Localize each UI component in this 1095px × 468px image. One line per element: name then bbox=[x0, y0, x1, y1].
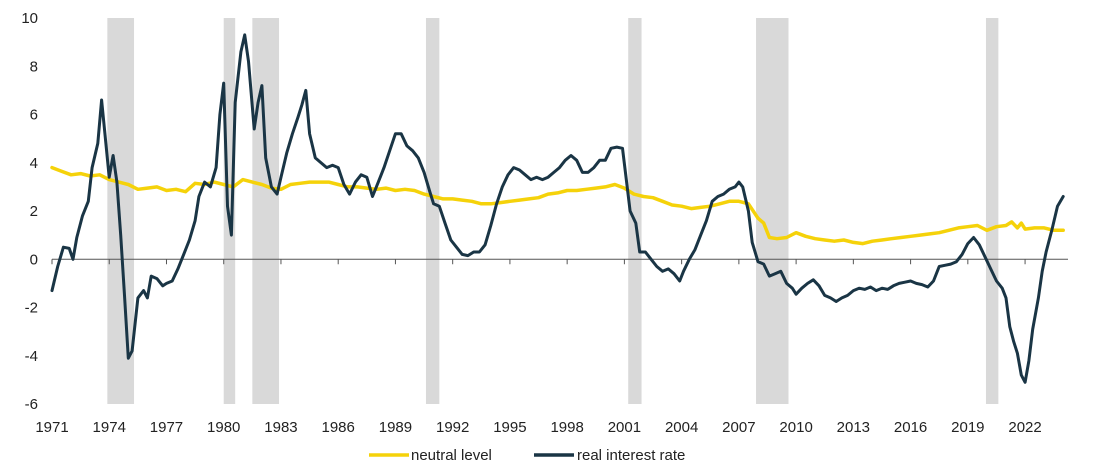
x-tick-label: 2001 bbox=[608, 419, 641, 436]
y-tick-label: 0 bbox=[30, 251, 38, 268]
x-tick-label: 1980 bbox=[207, 419, 240, 436]
legend-label: neutral level bbox=[411, 447, 492, 464]
x-tick-label: 2013 bbox=[837, 419, 870, 436]
x-tick-label: 2019 bbox=[951, 419, 984, 436]
series-lines bbox=[50, 33, 1065, 384]
x-tick-label: 2010 bbox=[779, 419, 812, 436]
legend: neutral level real interest rate bbox=[369, 447, 685, 464]
y-tick-label: 6 bbox=[30, 107, 38, 124]
x-tick-label: 2007 bbox=[722, 419, 755, 436]
y-tick-label: 4 bbox=[30, 155, 38, 172]
x-tick-label: 1998 bbox=[550, 419, 583, 436]
y-tick-label: -2 bbox=[25, 300, 38, 317]
x-tick-label: 2004 bbox=[665, 419, 698, 436]
recession-band bbox=[252, 18, 280, 404]
y-tick-label: 10 bbox=[21, 10, 38, 27]
y-tick-label: 8 bbox=[30, 58, 38, 75]
x-tick-label: 1974 bbox=[93, 419, 126, 436]
legend-label: real interest rate bbox=[577, 447, 685, 464]
x-tick-label: 2016 bbox=[894, 419, 927, 436]
y-tick-label: -4 bbox=[25, 348, 38, 365]
y-axis-labels: 10 8 6 4 2 0 -2 -4 -6 bbox=[21, 10, 38, 413]
x-tick-label: 1971 bbox=[35, 419, 68, 436]
series-line-real-interest-rate bbox=[50, 33, 1065, 384]
x-tick-label: 1983 bbox=[264, 419, 297, 436]
recession-bands bbox=[107, 18, 999, 404]
y-tick-label: 2 bbox=[30, 203, 38, 220]
recession-band bbox=[985, 18, 999, 404]
y-tick-label: -6 bbox=[25, 396, 38, 413]
recession-band bbox=[107, 18, 135, 404]
recession-band bbox=[756, 18, 789, 404]
x-tick-label: 1992 bbox=[436, 419, 469, 436]
recession-band bbox=[628, 18, 642, 404]
x-tick-label: 1995 bbox=[493, 419, 526, 436]
series-line-neutral-level bbox=[50, 165, 1065, 246]
x-tick-label: 1977 bbox=[150, 419, 183, 436]
x-tick-label: 2022 bbox=[1008, 419, 1041, 436]
x-tick-label: 1986 bbox=[322, 419, 355, 436]
x-tick-label: 1989 bbox=[379, 419, 412, 436]
x-axis-ticks bbox=[51, 259, 1026, 265]
recession-band bbox=[425, 18, 440, 404]
x-axis-labels: 1971 1974 1977 1980 1983 1986 1989 1992 1995 1998… bbox=[35, 419, 1041, 436]
